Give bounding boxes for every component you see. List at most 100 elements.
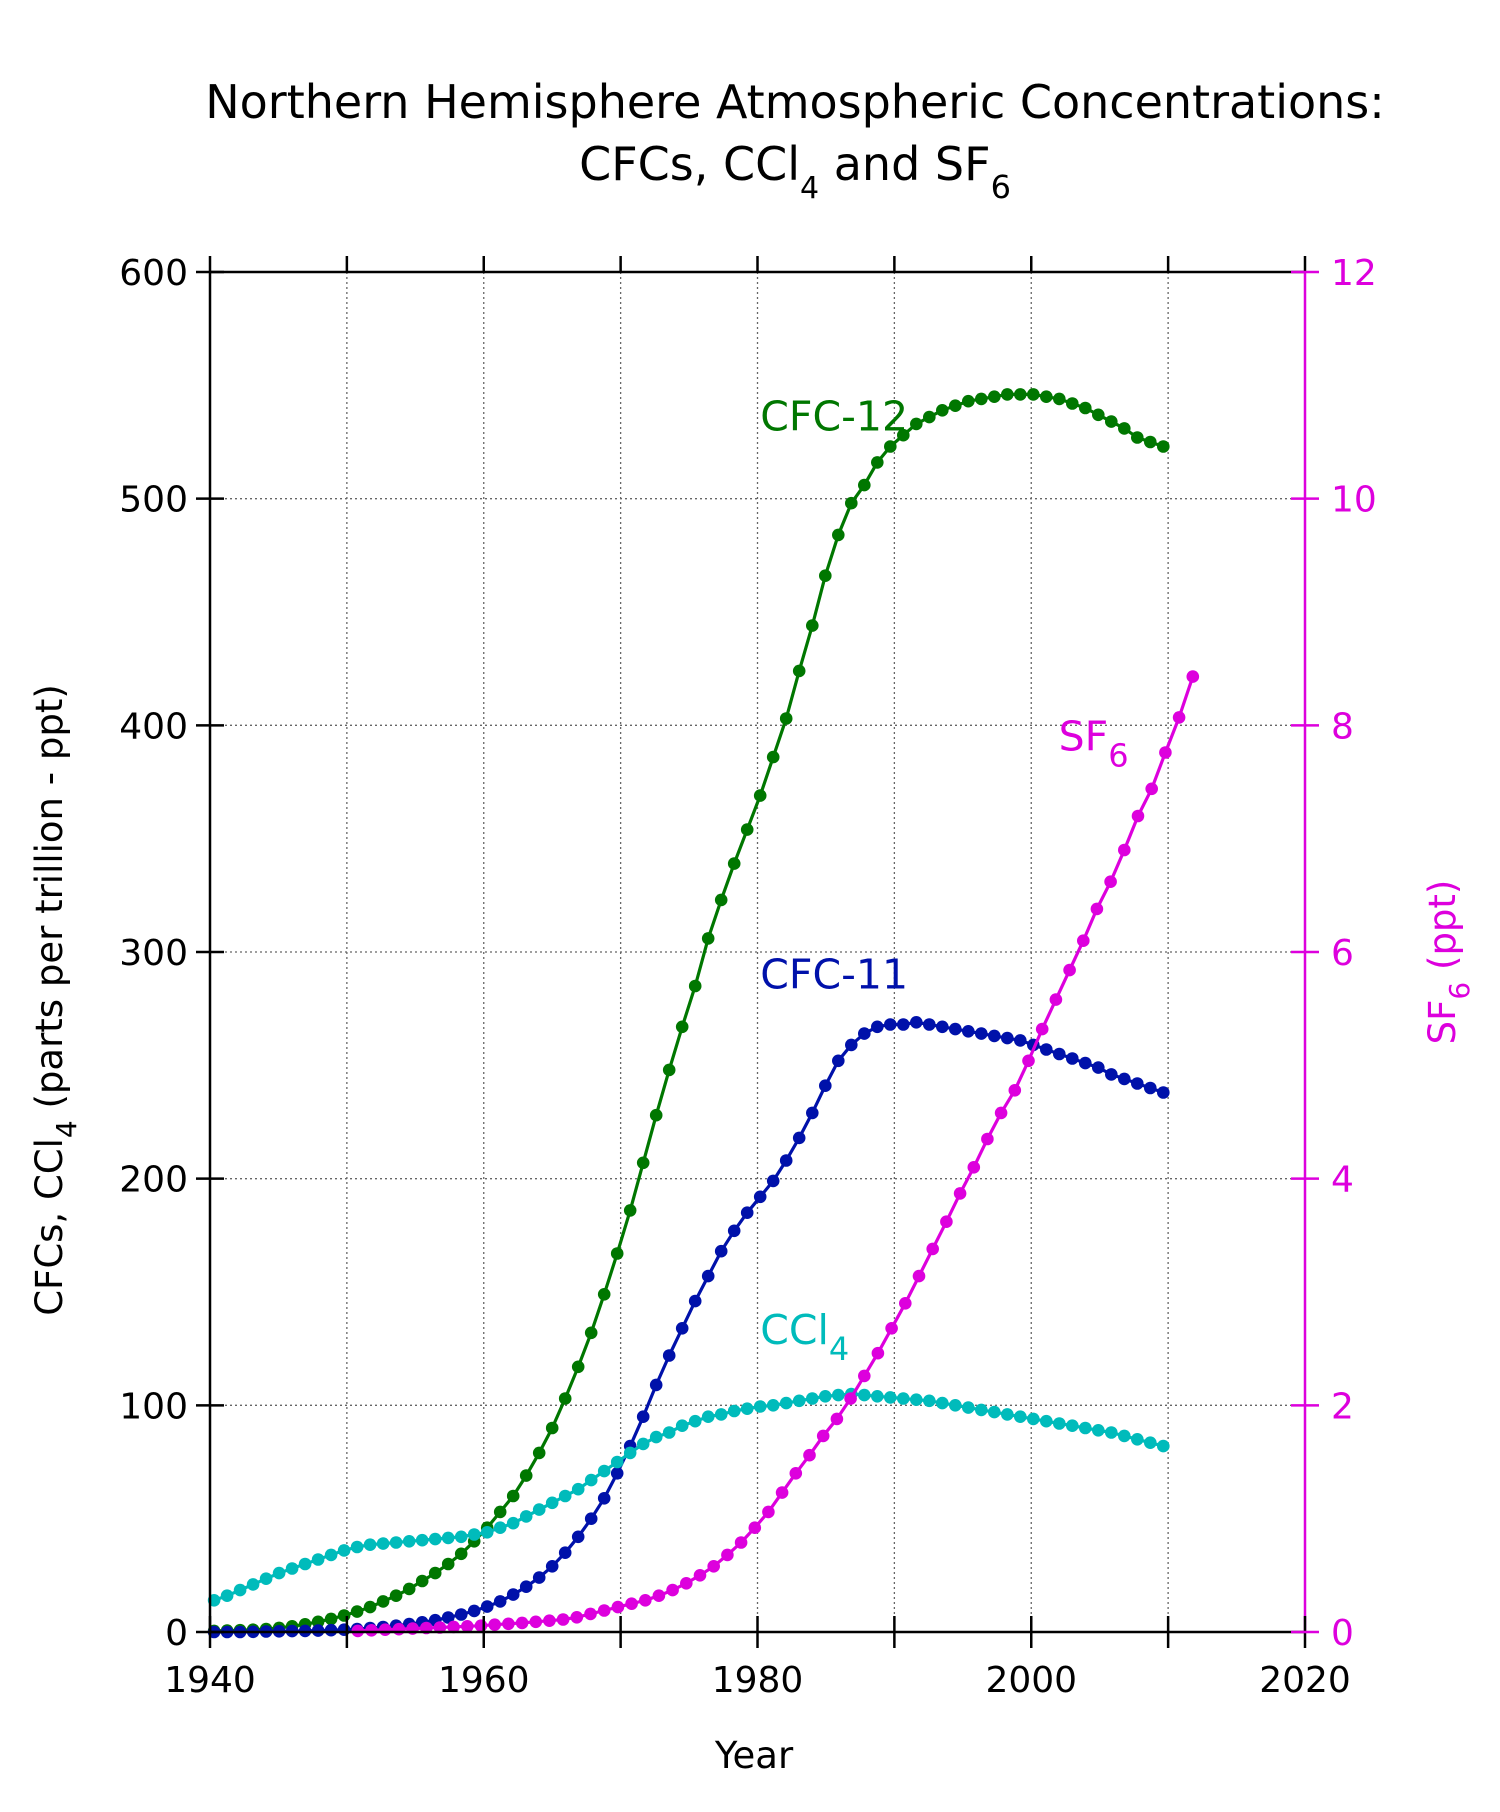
data-point-cfc-11: [858, 1027, 871, 1040]
data-point-sf6: [748, 1521, 762, 1534]
data-point-sf6: [433, 1621, 447, 1634]
data-point-ccl4: [714, 1408, 728, 1421]
data-point-cfc-12: [884, 440, 897, 453]
data-point-sf6: [734, 1536, 748, 1549]
data-point-cfc-12: [610, 1247, 624, 1260]
data-point-ccl4: [923, 1394, 936, 1408]
data-point-cfc-12: [376, 1595, 390, 1608]
data-point-cfc-12: [545, 1421, 559, 1435]
y-tick-label: 400: [119, 706, 188, 747]
data-point-sf6: [1022, 1054, 1035, 1068]
data-point-sf6: [584, 1607, 597, 1621]
data-point-sf6: [871, 1346, 885, 1360]
data-point-cfc-11: [441, 1611, 455, 1624]
data-point-cfc-11: [727, 1224, 741, 1238]
data-point-sf6: [1077, 934, 1090, 947]
data-point-cfc-11: [714, 1244, 728, 1258]
data-point-cfc-12: [1053, 392, 1066, 406]
data-point-cfc-11: [558, 1546, 572, 1559]
data-point-cfc-11: [1053, 1047, 1066, 1061]
data-point-ccl4: [246, 1578, 260, 1591]
data-point-ccl4: [1027, 1412, 1040, 1426]
data-point-cfc-11: [454, 1608, 468, 1621]
data-point-cfc-12: [636, 1156, 650, 1170]
data-point-ccl4: [740, 1402, 754, 1415]
series-label-sf6: SF6: [1059, 712, 1129, 774]
data-point-cfc-12: [1157, 440, 1170, 453]
data-point-ccl4: [324, 1548, 338, 1562]
data-point-cfc-11: [311, 1624, 325, 1637]
data-point-cfc-12: [623, 1204, 637, 1217]
data-point-ccl4: [858, 1388, 871, 1402]
data-point-cfc-12: [597, 1288, 611, 1301]
series-label-subscript: 4: [829, 1330, 849, 1368]
data-point-cfc-11: [324, 1623, 338, 1637]
data-point-cfc-11: [506, 1588, 520, 1601]
data-point-cfc-12: [519, 1469, 533, 1482]
data-point-sf6: [556, 1613, 570, 1626]
data-point-cfc-11: [975, 1027, 988, 1040]
data-point-ccl4: [402, 1535, 416, 1548]
data-point-sf6: [830, 1412, 844, 1426]
data-point-ccl4: [350, 1540, 364, 1554]
data-point-cfc-11: [962, 1025, 975, 1038]
y-tick-label: 100: [119, 1386, 188, 1427]
data-point-ccl4: [988, 1405, 1001, 1419]
data-point-cfc-11: [571, 1530, 585, 1544]
data-point-sf6: [1145, 782, 1158, 796]
data-point-ccl4: [779, 1396, 793, 1410]
data-point-cfc-11: [792, 1131, 806, 1145]
data-point-cfc-12: [324, 1612, 338, 1626]
data-point-cfc-11: [662, 1349, 676, 1362]
data-point-cfc-12: [962, 394, 975, 408]
data-point-ccl4: [1131, 1433, 1144, 1446]
data-point-cfc-12: [832, 528, 845, 542]
data-point-sf6: [981, 1132, 994, 1146]
data-point-cfc-11: [597, 1492, 611, 1505]
data-point-ccl4: [1014, 1410, 1027, 1423]
data-point-sf6: [611, 1600, 625, 1614]
data-point-ccl4: [1079, 1421, 1092, 1435]
data-point-ccl4: [389, 1536, 403, 1549]
data-point-cfc-11: [675, 1322, 689, 1335]
data-point-cfc-12: [1118, 422, 1131, 435]
data-point-ccl4: [376, 1537, 390, 1550]
y2-tick-label: 4: [1331, 1160, 1354, 1201]
data-point-sf6: [365, 1624, 378, 1637]
data-point-ccl4: [311, 1553, 325, 1566]
data-point-ccl4: [766, 1399, 780, 1412]
data-point-cfc-12: [1092, 408, 1105, 422]
data-point-cfc-12: [441, 1557, 455, 1571]
data-point-cfc-12: [858, 478, 871, 492]
data-point-sf6: [1049, 993, 1063, 1006]
data-point-ccl4: [480, 1526, 494, 1539]
data-point-ccl4: [1118, 1429, 1131, 1443]
data-point-ccl4: [1040, 1414, 1053, 1428]
data-point-ccl4: [936, 1396, 949, 1410]
y2-tick-label: 8: [1331, 706, 1354, 747]
data-point-ccl4: [532, 1503, 546, 1516]
data-point-cfc-12: [779, 712, 793, 725]
data-point-cfc-12: [1105, 415, 1118, 428]
series-line-cfc-11: [214, 1020, 1164, 1634]
data-point-cfc-12: [1001, 388, 1014, 401]
data-point-ccl4: [545, 1496, 559, 1510]
data-point-sf6: [912, 1269, 926, 1283]
data-point-cfc-12: [975, 392, 988, 406]
data-point-ccl4: [337, 1544, 351, 1557]
data-point-cfc-12: [923, 410, 936, 424]
data-point-cfc-12: [389, 1589, 403, 1602]
data-point-sf6: [789, 1467, 803, 1480]
data-point-cfc-11: [1118, 1072, 1131, 1086]
data-point-ccl4: [832, 1388, 845, 1402]
data-point-sf6: [570, 1611, 584, 1624]
data-point-ccl4: [272, 1566, 286, 1580]
data-point-cfc-12: [753, 789, 767, 802]
x-axis-label: Year: [714, 1734, 794, 1777]
data-point-cfc-12: [649, 1108, 663, 1122]
data-point-sf6: [844, 1392, 857, 1405]
data-point-cfc-11: [610, 1467, 624, 1480]
data-point-cfc-12: [949, 399, 962, 413]
data-point-cfc-11: [988, 1029, 1001, 1043]
